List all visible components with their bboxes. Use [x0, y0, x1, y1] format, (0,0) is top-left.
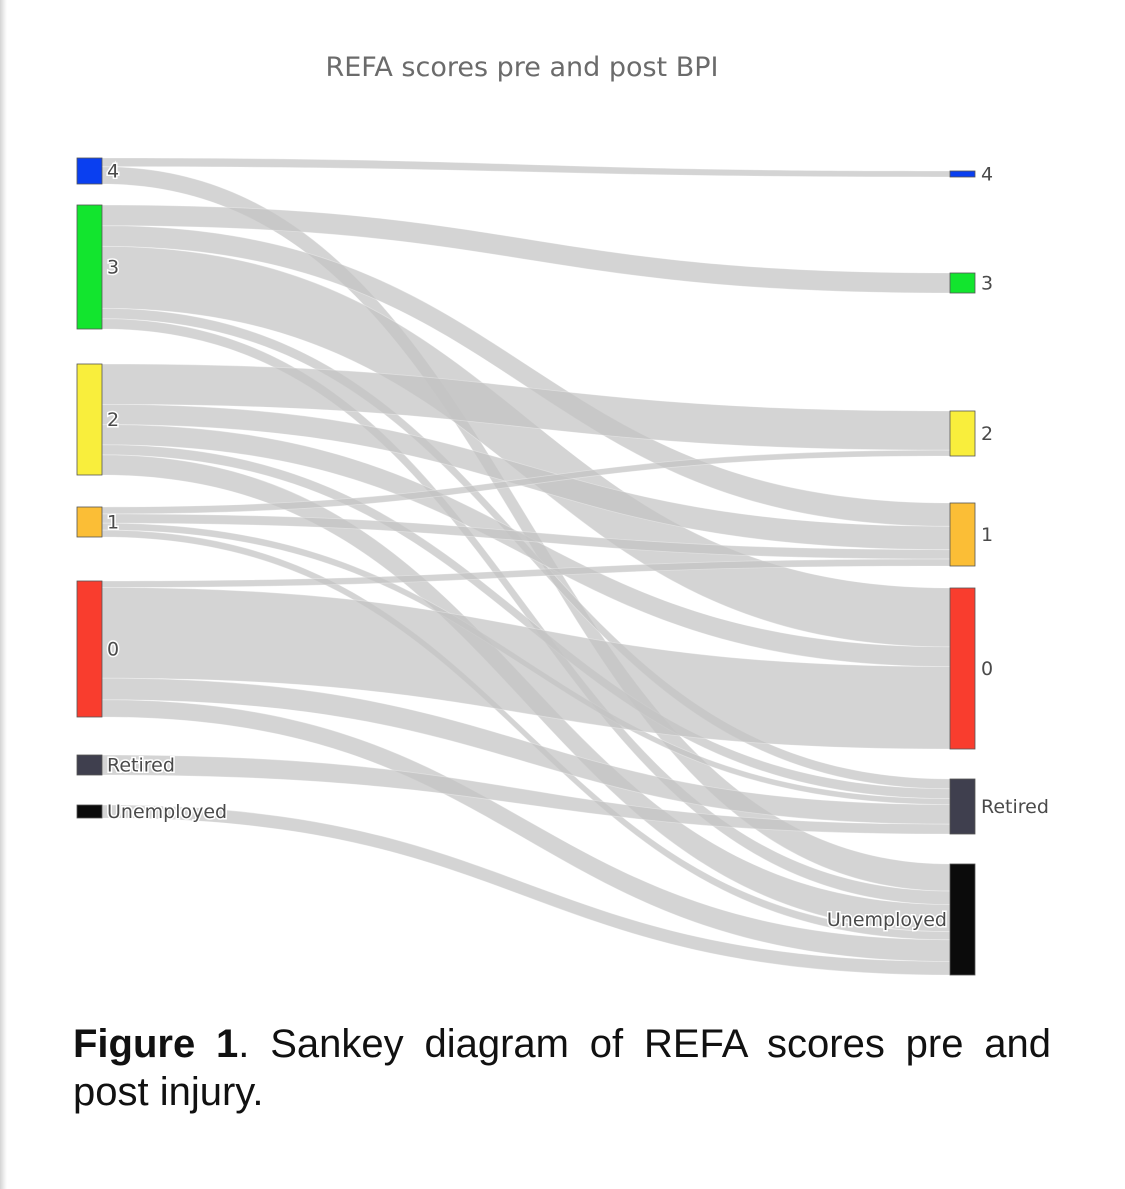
caption-label: Figure 1: [73, 1022, 239, 1066]
sankey-link-s4-t4: [101, 157, 951, 178]
source-node-unemployed[interactable]: [76, 804, 103, 819]
page-edge-shadow: [0, 0, 7, 1189]
target-node-label-2: 2: [981, 423, 993, 445]
target-node-0[interactable]: [949, 587, 976, 750]
target-node-1[interactable]: [949, 502, 976, 567]
target-node-unemployed[interactable]: [949, 863, 976, 976]
source-node-label-4: 4: [107, 161, 119, 183]
source-node-label-unemployed: Unemployed: [107, 801, 227, 823]
figure-caption: Figure 1. Sankey diagram of REFA scores …: [73, 1020, 1051, 1116]
source-node-2[interactable]: [76, 363, 103, 476]
sankey-link-s0-tU: [101, 699, 951, 962]
target-node-label-1: 1: [981, 524, 993, 546]
target-node-label-retired: Retired: [981, 796, 1049, 818]
target-node-2[interactable]: [949, 410, 976, 457]
target-node-retired[interactable]: [949, 778, 976, 835]
source-node-label-retired: Retired: [107, 755, 175, 777]
source-node-label-1: 1: [107, 512, 119, 534]
target-node-4[interactable]: [949, 170, 976, 178]
nodes-layer: [76, 157, 976, 976]
source-node-label-0: 0: [107, 639, 119, 661]
target-node-label-0: 0: [981, 658, 993, 680]
source-node-label-3: 3: [107, 257, 119, 279]
target-node-label-unemployed: Unemployed: [827, 909, 947, 931]
labels-layer: 4 3 2 1 0 Retired Unemployed 4 3 2 1 0 Retired Unempl…: [106, 159, 1051, 933]
source-node-label-2: 2: [107, 409, 119, 431]
source-node-retired[interactable]: [76, 754, 103, 776]
source-node-3[interactable]: [76, 204, 103, 330]
links-layer: [101, 157, 951, 976]
target-node-label-3: 3: [981, 273, 993, 295]
caption-text: . Sankey diagram of REFA scores pre and …: [73, 1022, 1052, 1114]
target-node-3[interactable]: [949, 272, 976, 294]
source-node-4[interactable]: [76, 157, 103, 185]
source-node-0[interactable]: [76, 580, 103, 718]
source-node-1[interactable]: [76, 506, 103, 538]
target-node-label-4: 4: [981, 164, 993, 186]
chart-title: REFA scores pre and post BPI: [325, 52, 718, 83]
